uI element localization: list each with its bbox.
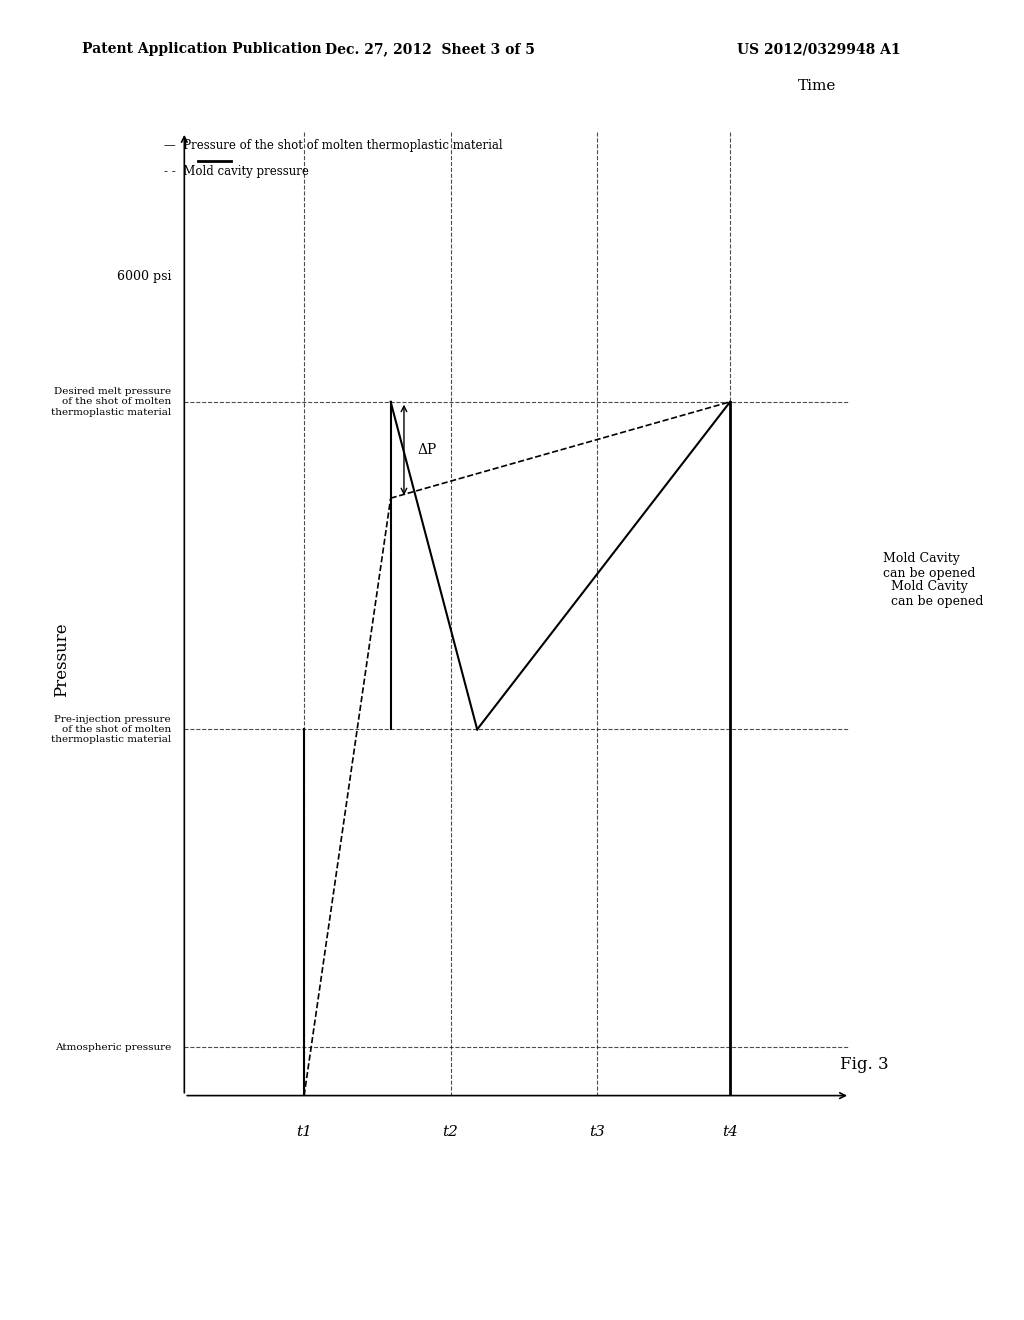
Text: t3: t3 bbox=[589, 1125, 605, 1139]
Text: Time: Time bbox=[799, 79, 837, 94]
Text: t4: t4 bbox=[722, 1125, 738, 1139]
Text: ΔP: ΔP bbox=[418, 444, 436, 457]
Text: - -  Mold cavity pressure: - - Mold cavity pressure bbox=[164, 165, 308, 178]
Text: Mold Cavity
can be opened: Mold Cavity can be opened bbox=[884, 552, 976, 579]
Text: Pressure: Pressure bbox=[53, 623, 70, 697]
Text: Mold Cavity
can be opened: Mold Cavity can be opened bbox=[891, 579, 983, 609]
Text: t2: t2 bbox=[442, 1125, 459, 1139]
Text: Dec. 27, 2012  Sheet 3 of 5: Dec. 27, 2012 Sheet 3 of 5 bbox=[326, 42, 535, 57]
Text: Fig. 3: Fig. 3 bbox=[840, 1056, 888, 1073]
Text: —  Pressure of the shot of molten thermoplastic material: — Pressure of the shot of molten thermop… bbox=[164, 139, 503, 152]
Text: t1: t1 bbox=[296, 1125, 312, 1139]
Text: US 2012/0329948 A1: US 2012/0329948 A1 bbox=[737, 42, 901, 57]
Text: Patent Application Publication: Patent Application Publication bbox=[82, 42, 322, 57]
Text: Desired melt pressure
of the shot of molten
thermoplastic material: Desired melt pressure of the shot of mol… bbox=[51, 387, 171, 417]
Text: 6000 psi: 6000 psi bbox=[117, 271, 171, 282]
Text: Pre-injection pressure
of the shot of molten
thermoplastic material: Pre-injection pressure of the shot of mo… bbox=[51, 714, 171, 744]
Text: Atmospheric pressure: Atmospheric pressure bbox=[54, 1043, 171, 1052]
